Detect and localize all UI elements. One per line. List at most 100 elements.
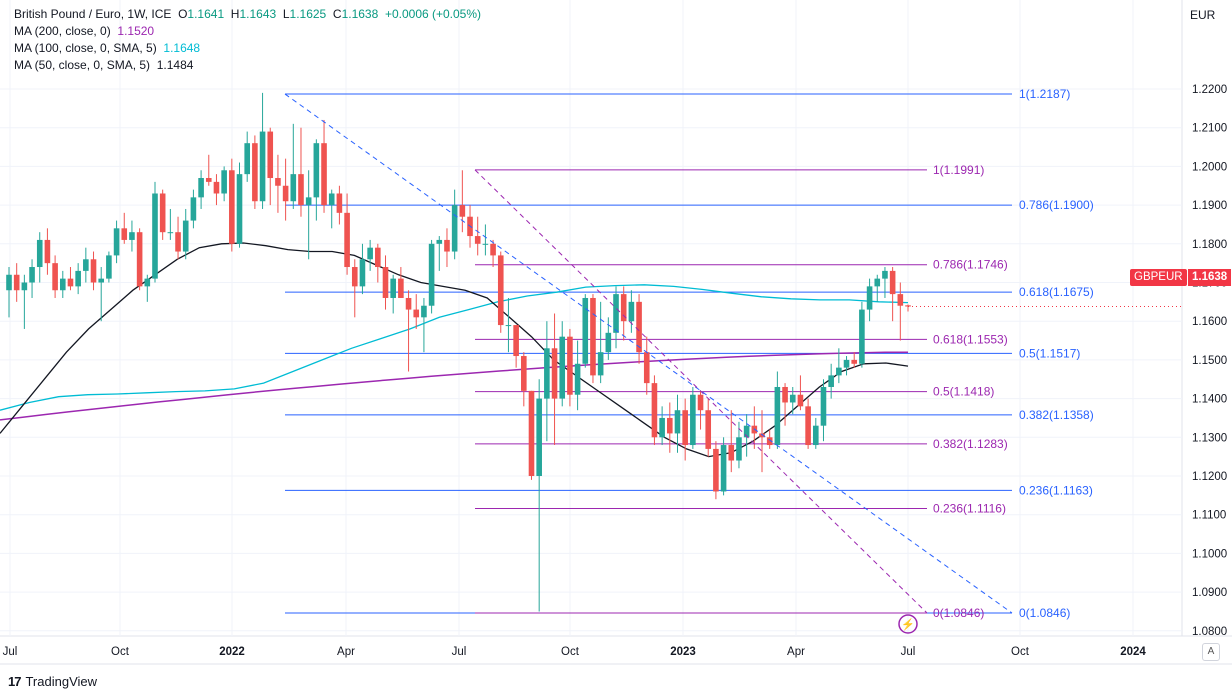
fib-purple-level-label: 1(1.1991)	[933, 163, 984, 177]
trend-lines	[284, 93, 1013, 614]
candle-body	[882, 270, 888, 279]
candle-body	[667, 417, 673, 434]
fib-blue-level-label: 0.236(1.1163)	[1019, 483, 1093, 497]
candle-body	[643, 352, 650, 384]
time-tick-label: Apr	[337, 646, 355, 658]
candle-body	[75, 270, 81, 287]
candle-body	[851, 359, 858, 364]
ma50-label: MA (50, close, 0, SMA, 5)	[14, 58, 151, 72]
settings-gear-icon[interactable]: A	[1202, 643, 1220, 661]
candle-body	[736, 437, 742, 461]
fib-blue-level-label: 0(1.0846)	[1019, 606, 1070, 620]
time-tick-label: 2023	[670, 646, 696, 658]
fib-purple-level-label: 0.5(1.1418)	[933, 385, 994, 399]
fib-purple-level-label: 0.786(1.1746)	[933, 258, 1008, 272]
candle-body	[106, 255, 112, 279]
fib-blue-level-label: 0.5(1.1517)	[1019, 346, 1080, 360]
candle-body	[797, 394, 804, 407]
candle-body	[474, 236, 481, 244]
candle-body	[213, 181, 220, 194]
ma200-label: MA (200, close, 0)	[14, 24, 111, 38]
candle-body	[459, 205, 466, 217]
high-value: 1.1643	[239, 7, 277, 21]
candle-body	[720, 445, 727, 492]
candle-body	[21, 282, 28, 291]
candle-body	[336, 193, 343, 213]
candle-body	[436, 239, 443, 244]
footer-brand[interactable]: 17 TradingView	[8, 674, 97, 689]
candle-body	[705, 410, 712, 449]
price-tick-label: 1.1300	[1192, 432, 1227, 444]
ticker-badge: GBPEUR	[1130, 269, 1187, 286]
candle-body	[551, 348, 558, 399]
candle-body	[482, 243, 489, 245]
time-tick-label: Oct	[561, 646, 580, 658]
candle-body	[889, 270, 896, 295]
candle-body	[375, 247, 381, 268]
price-tick-label: 1.0800	[1192, 626, 1227, 638]
fib-blue-level-label: 0.382(1.1358)	[1019, 408, 1094, 422]
candle-body	[713, 448, 719, 492]
candle-body	[521, 356, 527, 391]
candle-body	[52, 263, 58, 291]
candle-body	[44, 239, 51, 264]
legend-ma50-row: MA (50, close, 0, SMA, 5) 1.1484	[14, 57, 481, 74]
candle-body	[428, 243, 435, 306]
candle-body	[144, 278, 151, 287]
last-price-badge: 1.1638	[1188, 269, 1232, 286]
candle-body	[766, 437, 773, 446]
candle-body	[175, 232, 181, 252]
candle-body	[244, 143, 250, 175]
chart-grid	[0, 0, 1232, 665]
candle-body	[36, 239, 43, 268]
fib-blue-level-label: 1(1.2187)	[1019, 87, 1070, 101]
lightning-glyph: ⚡	[901, 618, 915, 631]
candle-body	[451, 205, 458, 252]
candle-body	[874, 278, 881, 287]
candle-body	[743, 425, 750, 438]
candle-body	[298, 174, 304, 206]
candle-body	[636, 301, 642, 353]
price-axis[interactable]: 1.0800 1.0900 1.1000 1.1100 1.1200 1.1300 1.14…	[1192, 84, 1227, 638]
candle-body	[836, 367, 842, 376]
candle-body	[136, 232, 143, 287]
candle-body	[113, 228, 120, 256]
price-tick-label: 1.1400	[1192, 394, 1227, 406]
fib-blue-trendline	[284, 93, 1013, 614]
fib-blue-level-label: 0.786(1.1900)	[1019, 198, 1094, 212]
candle-body	[582, 297, 589, 364]
candle-body	[628, 301, 635, 322]
open-value: 1.1641	[187, 7, 225, 21]
fib-purple-level-label: 0.236(1.1116)	[933, 502, 1006, 516]
candle-body	[905, 305, 911, 307]
chart-legend: British Pound / Euro, 1W, ICE O1.1641 H1…	[14, 6, 481, 74]
candle-body	[789, 394, 796, 403]
candle-body	[83, 259, 89, 271]
candlesticks: ⚡	[6, 92, 1182, 634]
fibonacci-retracements: 1(1.2187) 0.786(1.1900) 0.618(1.1675) 0.5(1…	[285, 87, 1094, 620]
candle-body	[620, 294, 627, 322]
candle-body	[90, 259, 97, 283]
ma200-value: 1.1520	[117, 24, 155, 38]
candle-body	[659, 417, 665, 438]
time-axis[interactable]: Jul Oct 2022 Apr Jul Oct 2023 Apr Jul Oct 2024	[3, 646, 1147, 658]
candle-body	[159, 193, 166, 233]
candle-body	[820, 386, 827, 426]
candle-body	[859, 309, 865, 364]
high-label: H	[230, 7, 240, 21]
price-tick-label: 1.1900	[1192, 200, 1227, 212]
candle-body	[413, 309, 420, 318]
candle-body	[544, 348, 550, 399]
ma50-value: 1.1484	[156, 58, 194, 72]
price-tick-label: 1.0900	[1192, 587, 1227, 599]
candle-body	[13, 274, 20, 291]
candle-body	[321, 143, 327, 206]
candle-body	[275, 178, 281, 186]
moving-averages	[0, 242, 909, 458]
candle-body	[590, 297, 596, 376]
lightning-icon	[898, 614, 918, 634]
ma100-value: 1.1648	[163, 41, 201, 55]
candle-body	[497, 255, 504, 326]
open-label: O	[178, 7, 188, 21]
